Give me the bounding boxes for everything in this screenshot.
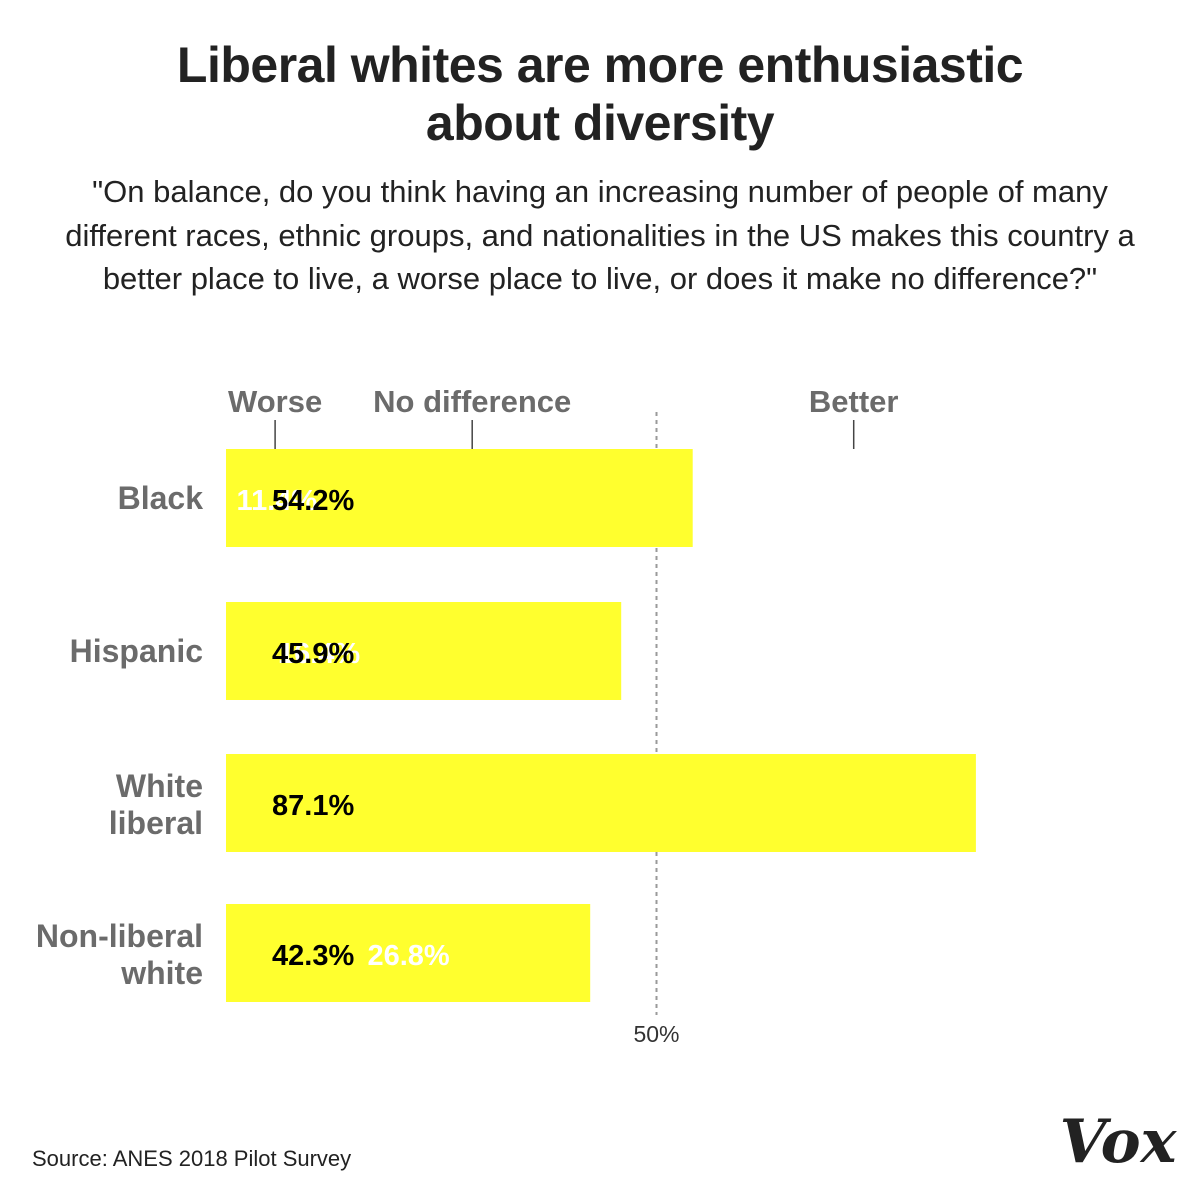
data-label-better-black: 54.2%	[272, 485, 354, 517]
data-label-worse-black: 11.4%	[237, 485, 318, 517]
legend-label-no-difference: No difference	[373, 384, 571, 419]
data-label-worse-non-liberal-white: 26.8%	[367, 940, 449, 972]
bar-better-non-liberal-white	[226, 904, 591, 1002]
bar-better-black	[226, 449, 693, 547]
data-label-better-white-liberal: 87.1%	[272, 790, 354, 822]
data-label-better-hispanic: 45.9%	[272, 638, 354, 670]
svg-text:Vox: Vox	[1060, 1107, 1178, 1177]
bar-better-hispanic	[226, 602, 622, 700]
data-label-better-non-liberal-white: 42.3%	[272, 940, 354, 972]
category-label-hispanic: Hispanic	[70, 633, 203, 669]
category-label-black: Black	[118, 480, 204, 516]
category-label-white-liberal: White liberal	[109, 768, 203, 841]
reference-line-label: 50%	[633, 1021, 679, 1047]
bar-better-white-liberal	[226, 754, 976, 852]
vox-logo: Vox	[1060, 1107, 1178, 1177]
data-label-worse-hispanic: 16.4%	[278, 638, 360, 670]
chart-title-line-1: Liberal whites are more enthusiastic	[176, 37, 1024, 93]
legend-label-worse: Worse	[228, 384, 322, 419]
legend-label-better: Better	[809, 384, 899, 419]
category-label-non-liberal-white: Non-liberal white	[36, 918, 203, 991]
source-note: Source: ANES 2018 Pilot Survey	[32, 1146, 352, 1171]
chart-subtitle: "On balance, do you think having an incr…	[65, 174, 1135, 296]
chart-title-line-2: about diversity	[425, 95, 775, 151]
